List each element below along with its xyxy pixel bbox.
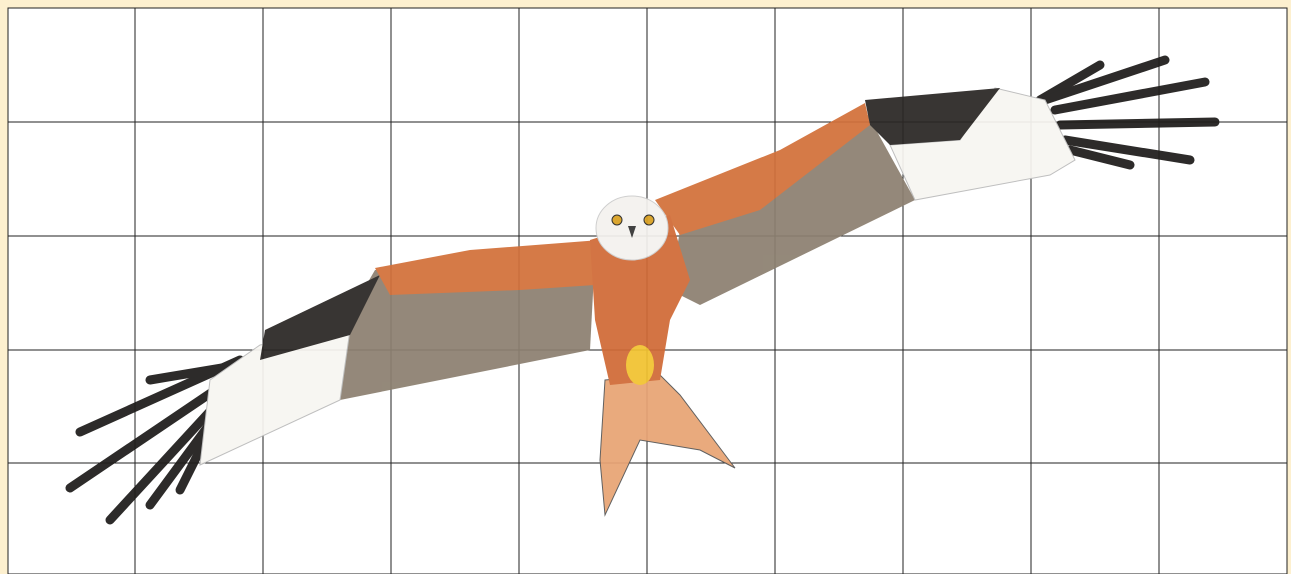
left-eye <box>612 215 622 225</box>
page <box>0 0 1291 574</box>
illustration <box>0 0 1291 574</box>
feet <box>626 345 654 385</box>
right-eye <box>644 215 654 225</box>
